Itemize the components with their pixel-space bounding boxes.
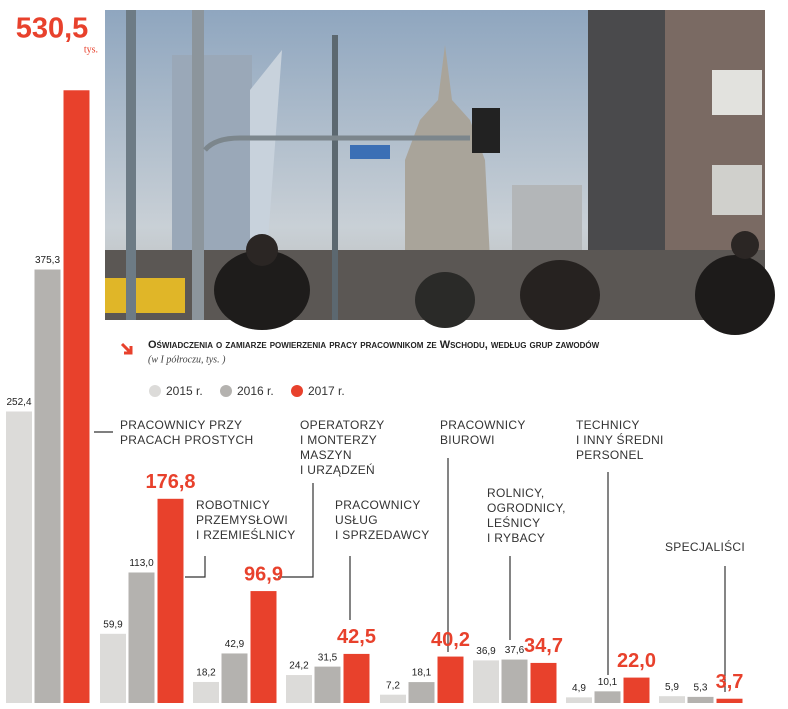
connectors: [94, 431, 726, 692]
bar: [63, 90, 90, 703]
value-label: 18,2: [196, 668, 216, 679]
category-label: ROLNICY, OGRODNICY, LEŚNICY I RYBACY: [487, 486, 566, 545]
legend-label: 2015 r.: [166, 384, 203, 398]
value-label: 10,1: [598, 677, 618, 688]
bar: [687, 696, 714, 703]
category-label: SPECJALIŚCI: [665, 540, 745, 554]
value-label: 5,9: [665, 682, 679, 693]
bar: [286, 675, 312, 703]
category-label: PRACOWNICY USŁUG I SPRZEDAWCY: [335, 498, 430, 542]
bar: [437, 656, 464, 703]
bar: [314, 666, 341, 703]
value-label: 5,3: [694, 683, 708, 694]
bar: [716, 698, 743, 703]
bar: [6, 411, 32, 703]
bar: [157, 498, 184, 703]
category-label: OPERATORZY I MONTERZY MASZYN I URZĄDZEŃ: [300, 418, 385, 477]
value-label: 42,9: [225, 639, 245, 650]
value-label: 4,9: [572, 683, 586, 694]
bar: [380, 694, 406, 703]
bar: [250, 591, 277, 703]
photo: [105, 10, 775, 335]
legend-swatch: [220, 385, 232, 397]
bar: [100, 633, 126, 703]
value-label: 96,9: [244, 563, 283, 585]
value-label: 40,2: [431, 629, 470, 651]
value-label: 31,5: [318, 652, 338, 663]
bar: [193, 681, 219, 703]
value-label: 7,2: [386, 680, 400, 691]
value-label: 34,7: [524, 635, 563, 657]
value-label: 37,6: [505, 645, 525, 656]
value-label: 59,9: [103, 619, 123, 630]
value-label: 3,7: [716, 671, 744, 693]
value-label: 24,2: [289, 661, 309, 672]
value-label: 252,4: [6, 397, 31, 408]
legend-label: 2016 r.: [237, 384, 274, 398]
category-label: PRACOWNICY PRZY PRACACH PROSTYCH: [120, 418, 254, 447]
bar: [128, 572, 155, 703]
category-label: PRACOWNICY BIUROWI: [440, 418, 526, 447]
bar: [623, 677, 650, 703]
bar: [659, 696, 685, 703]
chart-subtitle: (w I półroczu, tys. ): [148, 354, 226, 365]
value-label: 22,0: [617, 650, 656, 672]
bar: [34, 269, 61, 703]
value-label: 176,8: [145, 471, 195, 493]
bar: [473, 660, 499, 703]
chart-title: Oświadczenia o zamiarze powierzenia prac…: [148, 339, 600, 351]
legend-swatch: [291, 385, 303, 397]
value-label: 113,0: [129, 558, 154, 569]
value-label: 375,3: [35, 255, 60, 266]
value-label: 18,1: [412, 668, 432, 679]
bar: [594, 691, 621, 703]
legend-swatch: [149, 385, 161, 397]
bar: [221, 653, 248, 703]
unit-label: tys.: [84, 44, 98, 55]
value-label: 530,5: [16, 13, 89, 45]
category-label: TECHNICY I INNY ŚREDNI PERSONEL: [576, 418, 664, 462]
bar: [501, 659, 528, 703]
bar: [343, 653, 370, 703]
bar: [408, 682, 435, 703]
bar: [530, 662, 557, 703]
title-arrow: [120, 342, 133, 355]
category-label: ROBOTNICY PRZEMYSŁOWI I RZEMIEŚLNICY: [196, 498, 296, 542]
legend-label: 2017 r.: [308, 384, 345, 398]
bar: [566, 697, 592, 703]
value-label: 36,9: [476, 646, 496, 657]
value-label: 42,5: [337, 626, 376, 648]
